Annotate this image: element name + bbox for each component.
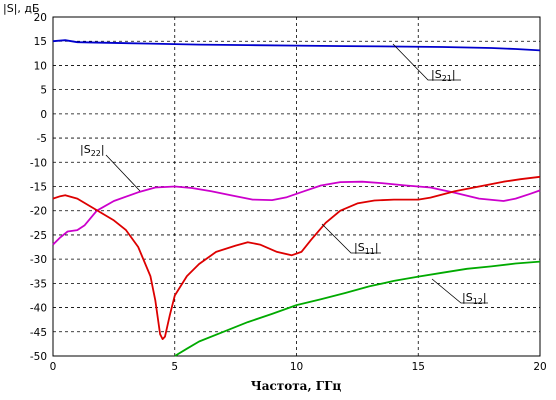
y-tick-label: -35 [30, 278, 47, 290]
y-tick-label: -10 [30, 157, 47, 169]
y-tick-label: 15 [34, 36, 47, 48]
series-lines [52, 39, 541, 357]
series-line-s21 [52, 39, 541, 52]
y-tick-label: -25 [30, 230, 47, 242]
label-s21: |S21| [431, 68, 456, 83]
y-tick-label: 20 [34, 12, 47, 24]
y-tick-label: 5 [40, 85, 47, 97]
leader-line-s11 [321, 223, 381, 254]
y-tick-label: -5 [37, 133, 47, 145]
annotation-leaders [105, 43, 488, 304]
y-tick-label: -15 [30, 182, 47, 194]
x-tick-label: 0 [50, 361, 57, 373]
leader-line-s12 [431, 278, 488, 304]
label-s22: |S22| [80, 143, 105, 158]
y-axis-title: |S|, дБ [3, 2, 40, 15]
leader-line-s21 [392, 43, 461, 81]
x-axis-title: Частота, ГГц [251, 379, 342, 393]
y-tick-label: 10 [34, 60, 47, 72]
label-s12: |S12| [462, 291, 487, 306]
leader-line-s22 [105, 154, 141, 192]
y-tick-label: -45 [30, 327, 47, 339]
x-tick-label: 5 [171, 361, 178, 373]
y-tick-label: -40 [30, 303, 47, 315]
y-tick-label: 0 [40, 109, 47, 121]
series-annotations: |S21| |S22| |S11| |S12| [80, 68, 487, 306]
series-line-s12 [174, 260, 541, 357]
series-line-s11 [52, 175, 541, 341]
y-tick-label: -30 [30, 254, 47, 266]
series-line-s22 [52, 180, 541, 246]
x-tick-label: 15 [412, 361, 425, 373]
x-tick-label: 20 [533, 361, 546, 373]
tick-labels: 0 5 10 15 20 20 15 10 5 0 -5 -10 -15 -20 -25 -30 -35 -40 -… [30, 12, 547, 373]
y-tick-label: -20 [30, 206, 47, 218]
label-s11: |S11| [354, 241, 379, 256]
x-tick-label: 10 [290, 361, 303, 373]
y-tick-label: -50 [30, 351, 47, 363]
